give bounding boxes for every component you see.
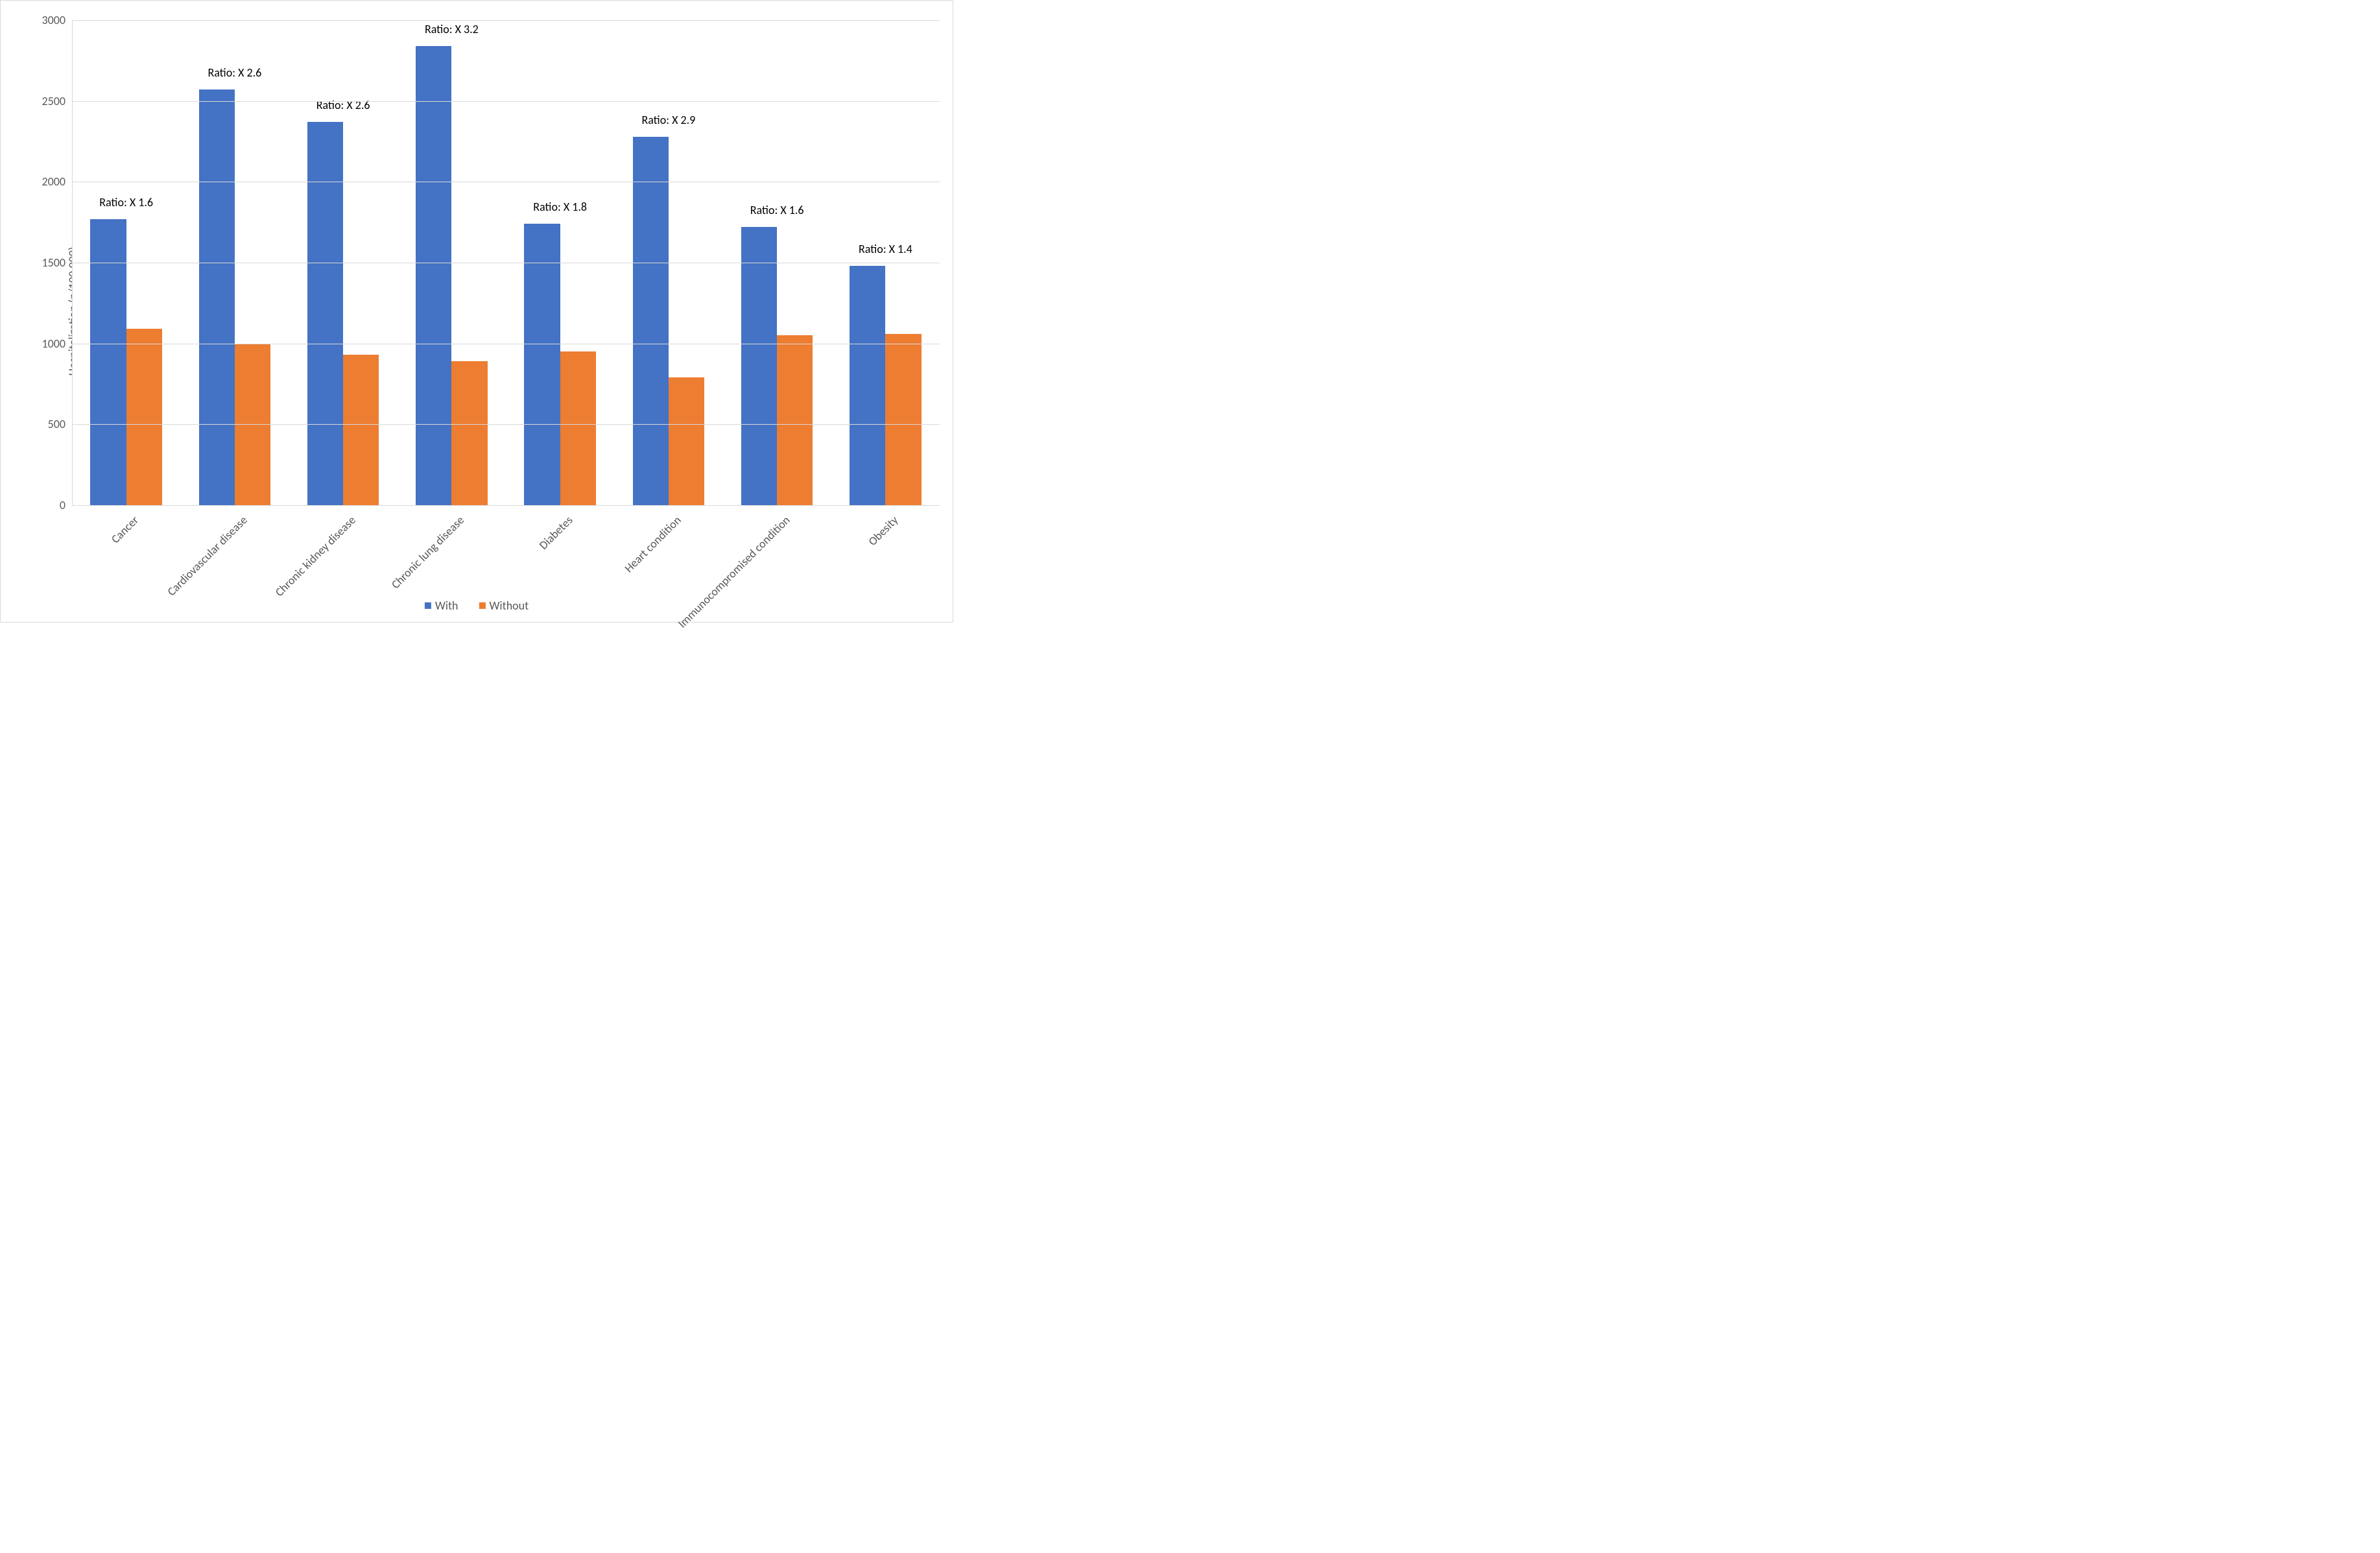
x-tick-label: Immunocompromised condition (674, 513, 792, 631)
ratio-label: Ratio: X 1.8 (533, 200, 587, 214)
y-tick-label: 1500 (27, 255, 65, 270)
legend-label-without: Without (490, 599, 529, 613)
legend-swatch-with (425, 602, 431, 609)
y-tick-label: 500 (27, 417, 65, 431)
bar-with (416, 46, 451, 505)
ratio-label: Ratio: X 1.6 (750, 203, 804, 217)
y-tick-label: 3000 (27, 13, 65, 27)
ratio-label: Ratio: X 3.2 (425, 22, 479, 36)
x-tick-label: Chronic lung disease (388, 513, 467, 591)
legend-label-with: With (435, 599, 458, 613)
gridline (72, 505, 940, 506)
bar-with (90, 219, 126, 505)
bar-without (343, 355, 379, 505)
x-tick-label: Diabetes (536, 513, 576, 552)
chart-container: Hospitalization (n/100,000) CancerRatio:… (0, 0, 953, 622)
y-tick-label: 2500 (27, 94, 65, 108)
x-tick-label: Cardiovascular disease (164, 513, 250, 599)
bar-without (669, 377, 704, 505)
bar-with (741, 227, 777, 505)
gridline (72, 20, 940, 21)
bar-without (126, 329, 162, 505)
ratio-label: Ratio: X 1.6 (99, 195, 153, 209)
bar-with (307, 122, 343, 505)
legend-item-with: With (425, 599, 458, 613)
ratio-label: Ratio: X 2.9 (641, 113, 695, 127)
bar-without (451, 361, 487, 505)
bar-with (633, 137, 669, 505)
ratio-label: Ratio: X 1.4 (859, 242, 912, 256)
gridline (72, 424, 940, 425)
bar-without (885, 334, 921, 505)
x-tick-label: Heart condition (622, 513, 684, 575)
x-tick-label: Chronic kidney disease (272, 513, 359, 599)
bar-without (777, 335, 813, 505)
bar-with (524, 224, 560, 505)
y-tick-label: 2000 (27, 174, 65, 189)
x-tick-label: Cancer (108, 513, 141, 546)
x-tick-label: Obesity (865, 513, 901, 549)
legend: With Without (425, 599, 529, 613)
legend-item-without: Without (479, 599, 529, 613)
bar-with (199, 89, 235, 505)
ratio-label: Ratio: X 2.6 (316, 98, 370, 112)
gridline (72, 101, 940, 102)
y-tick-label: 1000 (27, 337, 65, 351)
plot-area: CancerRatio: X 1.6Cardiovascular disease… (72, 20, 940, 505)
ratio-label: Ratio: X 2.6 (208, 65, 261, 80)
bar-with (850, 266, 885, 505)
bar-without (560, 351, 596, 505)
y-tick-label: 0 (27, 498, 65, 512)
legend-swatch-without (479, 602, 486, 609)
